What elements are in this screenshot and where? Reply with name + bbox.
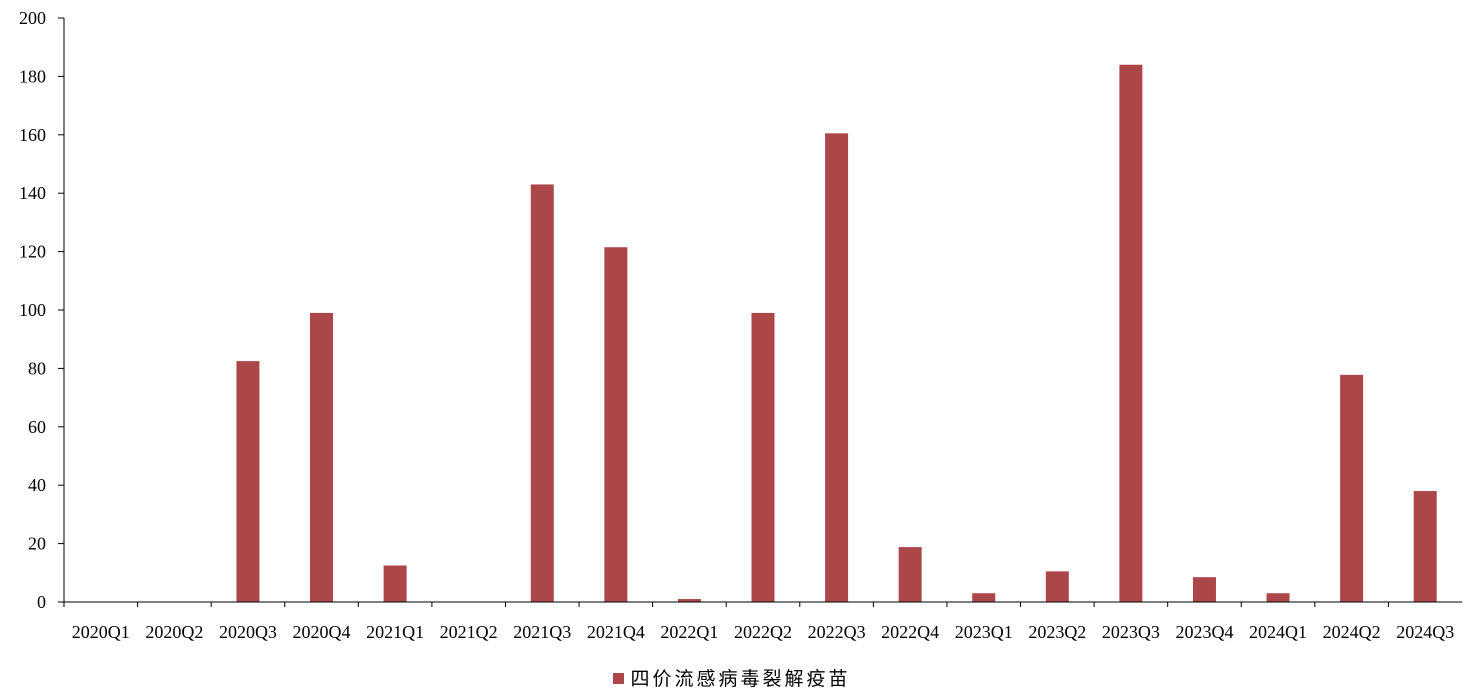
bar [825,133,849,602]
bar [1340,374,1364,602]
x-axis: 2020Q1 2020Q2 2020Q3 2020Q4 2021Q1 2021Q2 2021… [63,601,1462,642]
x-tick-label: 2023Q4 [1175,622,1233,642]
x-tick-label: 2023Q1 [955,622,1013,642]
x-tick-label: 2021Q3 [513,622,571,642]
bars [236,64,1437,603]
y-tick-label: 180 [19,66,46,86]
x-tick-label: 2024Q1 [1249,622,1307,642]
y-tick-label: 100 [19,300,46,320]
x-tick-label: 2021Q2 [440,622,498,642]
x-tick-label: 2022Q3 [808,622,866,642]
bar [236,361,260,602]
bar [1266,593,1290,602]
bar [898,547,922,602]
x-tick-label: 2024Q2 [1323,622,1381,642]
bar [972,593,996,602]
bar [530,184,554,602]
bar [604,247,628,602]
x-tick-label: 2023Q3 [1102,622,1160,642]
y-tick-label: 160 [19,125,46,145]
bar [677,599,701,602]
bar [1045,571,1069,602]
bar [383,565,407,602]
legend-swatch [613,673,625,684]
y-axis: 0 20 40 60 80 100 120 140 160 180 200 [19,8,65,612]
bar [751,312,775,602]
x-tick-label: 2022Q2 [734,622,792,642]
y-tick-label: 140 [19,183,46,203]
x-tick-label: 2021Q1 [366,622,424,642]
bar [1192,577,1216,602]
y-tick-label: 60 [28,417,46,437]
x-tick-label: 2024Q3 [1396,622,1454,642]
legend: 四价流感病毒裂解疫苗 [0,664,1464,691]
y-tick-label: 120 [19,242,46,262]
x-tick-label: 2020Q4 [293,622,351,642]
x-tick-label: 2020Q3 [219,622,277,642]
y-tick-label: 20 [28,534,46,554]
y-tick-label: 40 [28,475,46,495]
x-tick-label: 2020Q2 [145,622,203,642]
y-tick-label: 80 [28,358,46,378]
bar [1413,491,1437,602]
bar [310,312,334,602]
x-tick-label: 2022Q1 [660,622,718,642]
x-tick-label: 2021Q4 [587,622,645,642]
y-tick-label: 200 [19,8,46,28]
x-tick-label: 2023Q2 [1028,622,1086,642]
legend-label: 四价流感病毒裂解疫苗 [630,668,851,690]
x-tick-label: 2020Q1 [72,622,130,642]
x-tick-label: 2022Q4 [881,622,939,642]
bar [1119,64,1143,603]
y-tick-label: 0 [37,592,46,612]
